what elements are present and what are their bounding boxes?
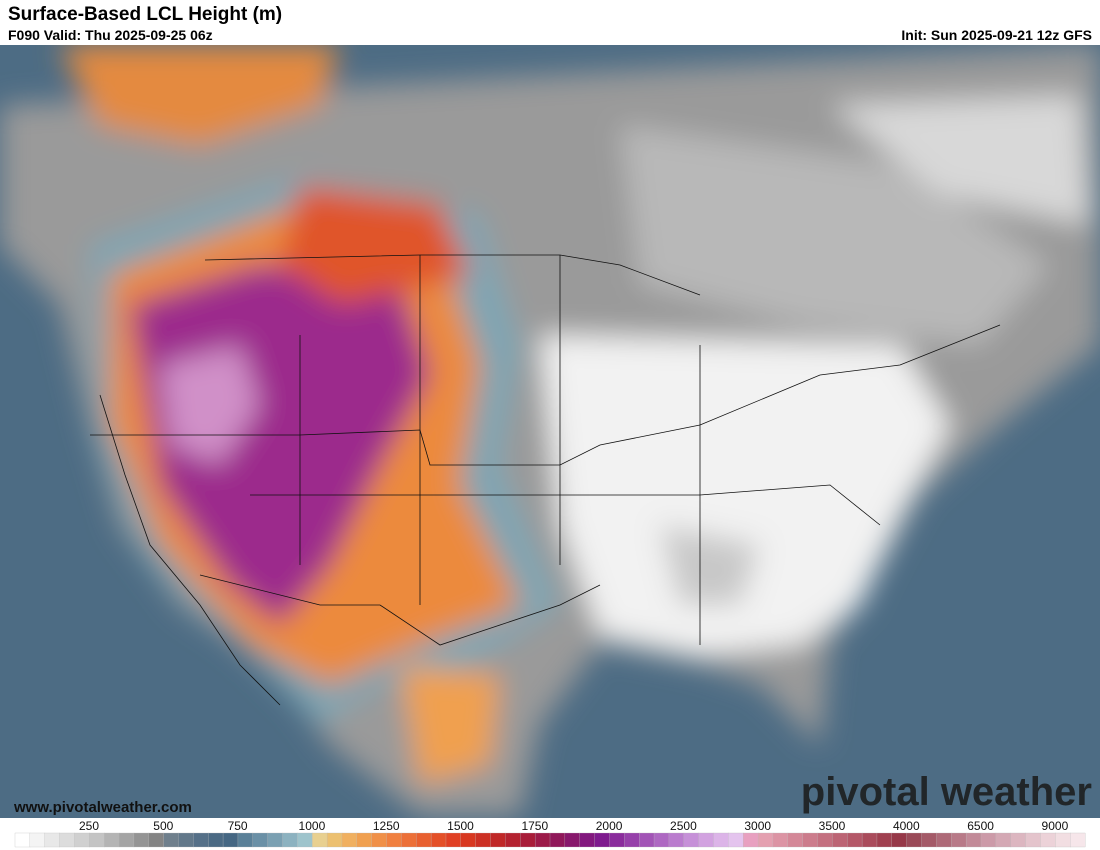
colorbar-swatch — [252, 832, 269, 848]
colorbar-swatch — [371, 832, 387, 848]
map: www.pivotalweather.com pivotal weather — [0, 45, 1100, 818]
colorbar-swatch — [564, 832, 581, 848]
colorbar-swatch — [980, 832, 997, 848]
colorbar-label: 1500 — [447, 819, 474, 833]
colorbar-label: 3000 — [744, 819, 771, 833]
colorbar-swatch — [951, 832, 967, 848]
colorbar-swatch — [1010, 832, 1027, 848]
colorbar-swatch — [639, 832, 655, 848]
colorbar-swatch — [847, 832, 863, 848]
website: www.pivotalweather.com — [13, 799, 192, 816]
title: Surface-Based LCL Height (m) — [8, 4, 283, 25]
colorbar-swatch — [505, 832, 521, 848]
colorbar-swatch — [876, 832, 893, 848]
colorbar-swatch — [282, 832, 298, 848]
colorbar-swatch — [906, 832, 922, 848]
colorbar-swatch — [802, 832, 818, 848]
colorbar-swatch — [163, 832, 179, 848]
colorbar-label: 1750 — [521, 819, 548, 833]
colorbar-swatch — [237, 832, 254, 848]
colorbar-swatch — [208, 832, 224, 848]
valid-time: F090 Valid: Thu 2025-09-25 06z — [8, 27, 213, 43]
colorbar-label: 9000 — [1042, 819, 1069, 833]
colorbar-swatch — [59, 832, 75, 848]
colorbar-swatch — [683, 832, 700, 848]
colorbar-swatch — [193, 832, 209, 848]
colorbar-swatch — [936, 832, 952, 848]
colorbar-swatch — [787, 832, 804, 848]
colorbar-label: 2000 — [596, 819, 623, 833]
colorbar-label: 3500 — [819, 819, 846, 833]
colorbar-swatch — [1040, 832, 1056, 848]
colorbar-swatch — [118, 832, 135, 848]
colorbar-swatch — [832, 832, 848, 848]
colorbar-swatch — [267, 832, 283, 848]
colorbar-swatch — [653, 832, 670, 848]
colorbar-swatch — [698, 832, 714, 848]
colorbar-swatch — [475, 832, 492, 848]
boundaries — [90, 254, 1001, 706]
colorbar-swatch — [921, 832, 937, 848]
colorbar-swatch — [44, 832, 61, 848]
colorbar-swatch — [1025, 832, 1041, 848]
colorbar-swatch — [460, 832, 477, 848]
colorbar-swatch — [312, 832, 328, 848]
colorbar-swatch — [728, 832, 744, 848]
colorbar-swatch — [89, 832, 105, 848]
colorbar-swatch — [743, 832, 759, 848]
field — [0, 45, 1100, 815]
colorbar-swatch — [891, 832, 908, 848]
colorbar-swatch — [326, 832, 343, 848]
colorbar-swatch — [430, 832, 447, 848]
colorbar-label: 750 — [228, 819, 248, 833]
colorbar-swatch — [668, 832, 685, 848]
colorbar-swatch — [29, 832, 46, 848]
colorbar-swatch — [1069, 832, 1086, 848]
colorbar-swatch — [1055, 832, 1071, 848]
colorbar-swatch — [490, 832, 506, 848]
colorbar-swatch — [74, 832, 90, 848]
colorbar-swatch — [133, 832, 150, 848]
colorbar-swatch — [520, 832, 536, 848]
colorbar-swatch — [356, 832, 373, 848]
colorbar-swatch — [757, 832, 774, 848]
colorbar-swatch — [104, 832, 120, 848]
colorbar-swatch — [817, 832, 833, 848]
colorbar-label: 500 — [153, 819, 173, 833]
colorbar-swatch — [624, 832, 640, 848]
colorbar: 250 500 750 1000 1250 1500 1750 2000 2500 3000 350… — [14, 819, 1086, 848]
colorbar-swatch — [148, 832, 165, 848]
colorbar-swatch — [416, 832, 432, 848]
colorbar-swatch — [965, 832, 982, 848]
colorbar-label: 250 — [79, 819, 99, 833]
colorbar-label: 2500 — [670, 819, 697, 833]
colorbar-swatch — [579, 832, 596, 848]
colorbar-swatch — [772, 832, 789, 848]
colorbar-label: 1000 — [299, 819, 326, 833]
colorbar-label: 6500 — [967, 819, 994, 833]
colorbar-swatch — [445, 832, 462, 848]
colorbar-label: 4000 — [893, 819, 920, 833]
colorbar-swatch — [549, 832, 566, 848]
logo: pivotal weather — [801, 770, 1092, 814]
colorbar-swatch — [401, 832, 417, 848]
colorbar-swatch — [297, 832, 313, 848]
colorbar-swatch — [341, 832, 358, 848]
colorbar-swatch — [713, 832, 729, 848]
colorbar-swatch — [861, 832, 878, 848]
colorbar-swatch — [995, 832, 1012, 848]
colorbar-swatch — [594, 832, 610, 848]
colorbar-swatch — [178, 832, 194, 848]
init-time: Init: Sun 2025-09-21 12z GFS — [901, 27, 1092, 43]
colorbar-label: 1250 — [373, 819, 400, 833]
colorbar-swatch — [609, 832, 625, 848]
colorbar-swatch — [14, 832, 31, 848]
colorbar-swatch — [386, 832, 402, 848]
colorbar-swatch — [534, 832, 551, 848]
colorbar-swatch — [222, 832, 239, 848]
